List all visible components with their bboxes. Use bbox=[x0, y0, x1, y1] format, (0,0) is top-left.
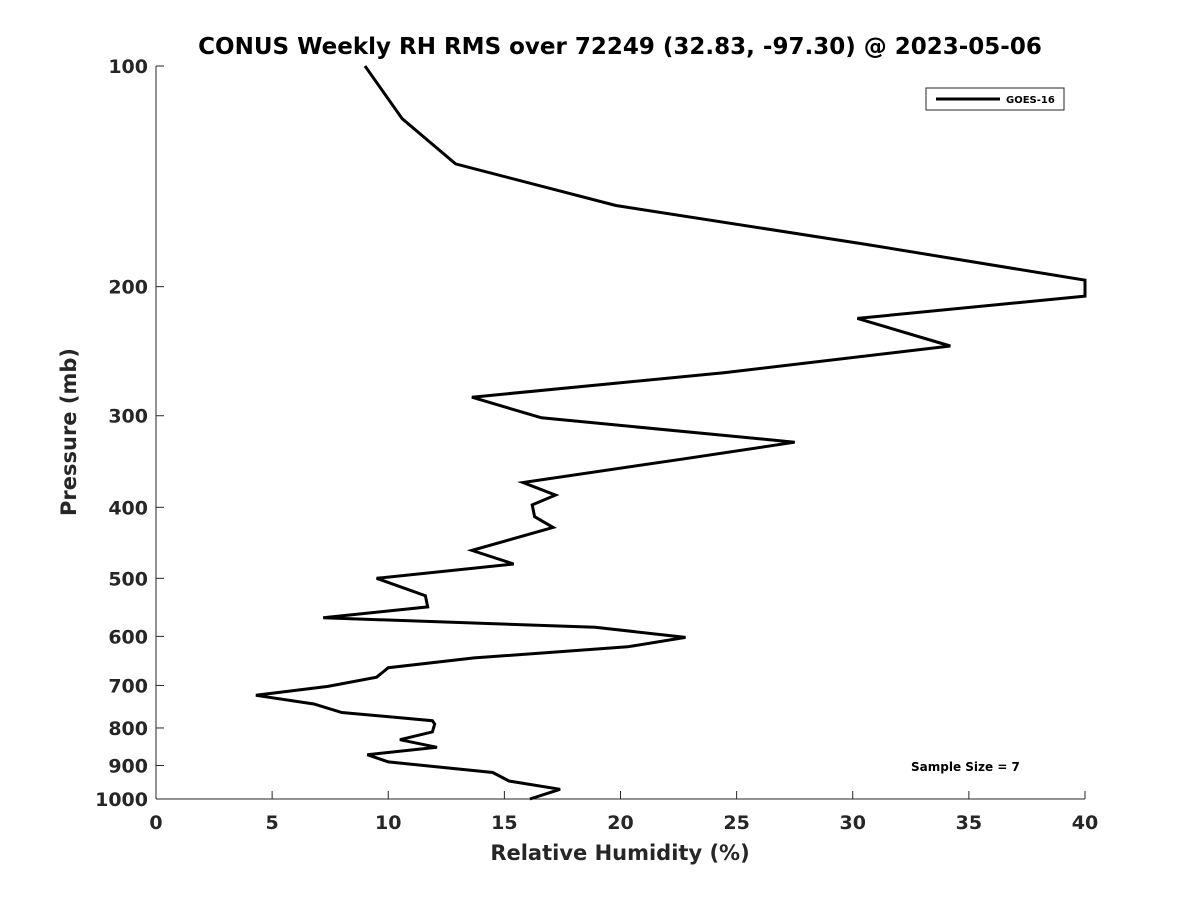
series-layer bbox=[255, 65, 1087, 801]
x-tick-label: 5 bbox=[266, 812, 279, 834]
y-tick-label: 800 bbox=[108, 718, 148, 740]
x-ticks: 0 5 10 15 20 25 30 35 40 bbox=[149, 791, 1098, 834]
legend-entry-goes16: GOES-16 bbox=[1006, 95, 1055, 106]
series-line-goes-16 bbox=[255, 65, 1087, 801]
y-tick-label: 400 bbox=[108, 497, 148, 519]
y-ticks: 100 200 300 400 500 600 700 800 900 1000 bbox=[95, 56, 164, 811]
x-tick-label: 10 bbox=[375, 812, 401, 834]
y-tick-label: 100 bbox=[108, 56, 148, 78]
x-tick-label: 15 bbox=[491, 812, 517, 834]
y-tick-label: 700 bbox=[108, 675, 148, 697]
sample-size-annotation: Sample Size = 7 bbox=[911, 760, 1020, 774]
x-tick-label: 35 bbox=[956, 812, 982, 834]
y-tick-label: 500 bbox=[108, 568, 148, 590]
x-tick-label: 20 bbox=[607, 812, 633, 834]
y-tick-label: 300 bbox=[108, 406, 148, 428]
x-axis-label: Relative Humidity (%) bbox=[490, 841, 749, 865]
x-tick-label: 25 bbox=[723, 812, 749, 834]
y-tick-label: 200 bbox=[108, 277, 148, 299]
y-tick-label: 1000 bbox=[95, 789, 148, 811]
x-tick-label: 0 bbox=[149, 812, 162, 834]
chart-title: CONUS Weekly RH RMS over 72249 (32.83, -… bbox=[198, 34, 1042, 60]
y-tick-label: 600 bbox=[108, 626, 148, 648]
y-axis-label: Pressure (mb) bbox=[57, 348, 81, 516]
y-tick-label: 900 bbox=[108, 755, 148, 777]
x-tick-label: 30 bbox=[840, 812, 866, 834]
legend: GOES-16 bbox=[925, 87, 1065, 111]
x-tick-label: 40 bbox=[1072, 812, 1098, 834]
